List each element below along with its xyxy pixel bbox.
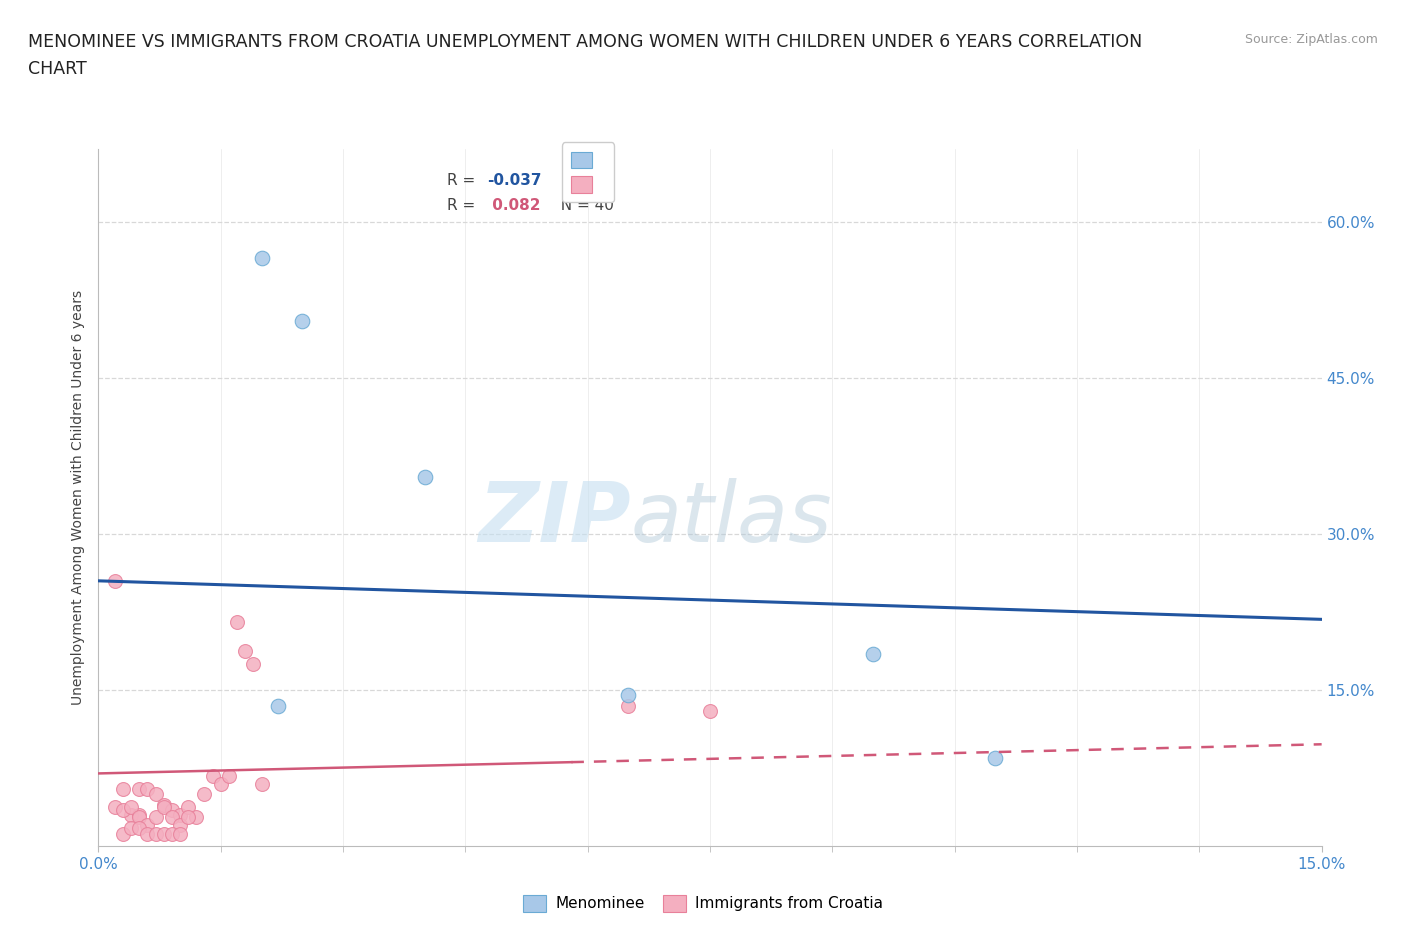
Text: ZIP: ZIP [478, 478, 630, 559]
Text: R =: R = [447, 173, 481, 188]
Point [186, 810, 208, 825]
Point [136, 781, 159, 796]
Point [120, 807, 142, 822]
Point [160, 827, 183, 842]
Point [152, 797, 174, 812]
Point [209, 777, 232, 791]
Point [128, 810, 150, 825]
Point [120, 820, 142, 835]
Point [104, 574, 127, 589]
Point [226, 615, 249, 630]
Point [617, 698, 640, 713]
Point [136, 818, 159, 833]
Point [136, 827, 159, 842]
Point [152, 827, 174, 842]
Point [250, 251, 273, 266]
Text: atlas: atlas [630, 478, 832, 559]
Text: 0.082: 0.082 [488, 198, 541, 214]
Point [699, 703, 721, 718]
Legend: Menominee, Immigrants from Croatia: Menominee, Immigrants from Croatia [517, 889, 889, 918]
Point [267, 698, 290, 713]
Point [169, 827, 191, 842]
Point [128, 781, 150, 796]
Point [111, 827, 134, 842]
Point [120, 799, 142, 814]
Point [169, 818, 191, 833]
Point [233, 644, 256, 658]
Text: N = 40: N = 40 [551, 198, 614, 214]
Y-axis label: Unemployment Among Women with Children Under 6 years: Unemployment Among Women with Children U… [72, 290, 86, 705]
Point [128, 807, 150, 822]
Point [218, 768, 240, 783]
Point [250, 777, 273, 791]
Point [193, 787, 215, 802]
Point [169, 807, 191, 822]
Text: N = 10: N = 10 [551, 173, 614, 188]
Point [177, 799, 200, 814]
Point [104, 799, 127, 814]
Point [201, 768, 224, 783]
Point [413, 470, 436, 485]
Text: MENOMINEE VS IMMIGRANTS FROM CROATIA UNEMPLOYMENT AMONG WOMEN WITH CHILDREN UNDE: MENOMINEE VS IMMIGRANTS FROM CROATIA UNE… [28, 33, 1142, 50]
Text: CHART: CHART [28, 60, 87, 78]
Point [111, 781, 134, 796]
Point [111, 803, 134, 817]
Text: R =: R = [447, 198, 481, 214]
Text: -0.037: -0.037 [488, 173, 541, 188]
Legend: , : , [562, 142, 613, 202]
Point [160, 803, 183, 817]
Point [160, 810, 183, 825]
Point [128, 820, 150, 835]
Text: Source: ZipAtlas.com: Source: ZipAtlas.com [1244, 33, 1378, 46]
Point [242, 657, 264, 671]
Point [145, 810, 167, 825]
Point [617, 688, 640, 703]
Point [984, 751, 1007, 765]
Point [152, 799, 174, 814]
Point [177, 810, 200, 825]
Point [862, 646, 884, 661]
Point [145, 827, 167, 842]
Point [291, 313, 314, 328]
Point [145, 787, 167, 802]
